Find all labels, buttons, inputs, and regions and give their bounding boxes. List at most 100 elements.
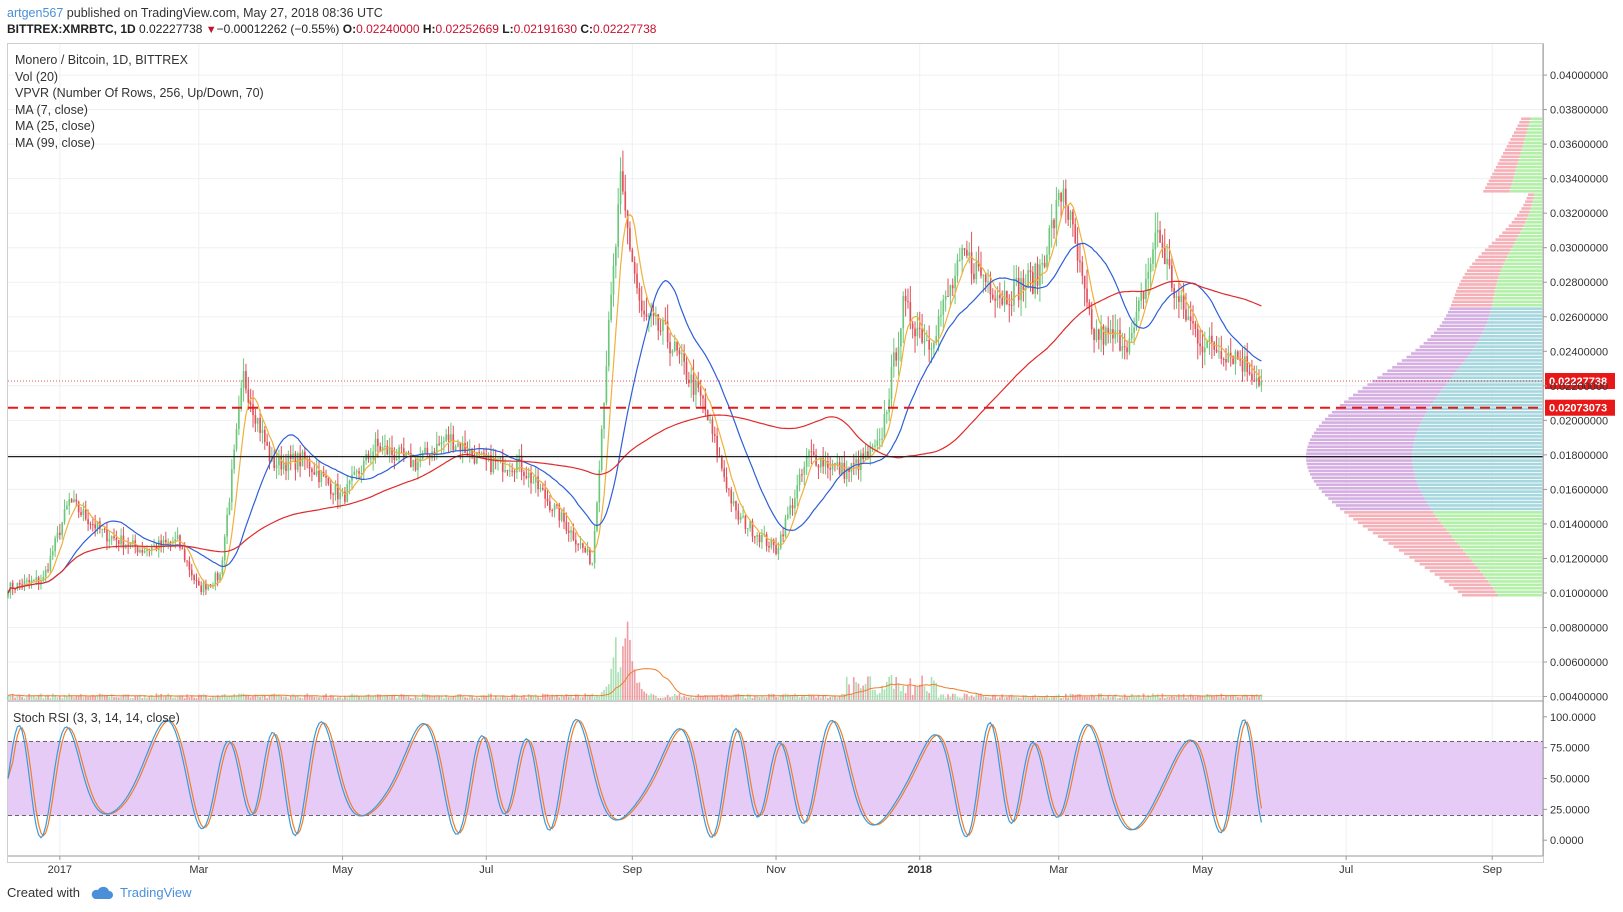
candle-body [141, 550, 144, 553]
candle-body [541, 488, 544, 490]
author-link[interactable]: artgen567 [7, 6, 64, 20]
vpvr-up-bar [1480, 334, 1542, 338]
candle-body [1180, 295, 1183, 302]
volume-bar [452, 696, 455, 700]
volume-bar [504, 696, 506, 700]
legend-vpvr[interactable]: VPVR (Number Of Rows, 256, Up/Down, 70) [15, 86, 264, 101]
volume-bar [735, 694, 737, 700]
volume-bar [1152, 693, 1154, 700]
volume-bar [777, 697, 780, 700]
stoch-rsi-label[interactable]: Stoch RSI (3, 3, 14, 14, close) [13, 711, 180, 725]
vpvr-down-bar [1503, 151, 1521, 155]
volume-bar [1039, 697, 1041, 700]
volume-bar [1171, 695, 1173, 700]
volume-bar [110, 694, 113, 700]
vpvr-up-bar [1528, 124, 1542, 127]
volume-bar [42, 698, 45, 700]
high-value: 0.02252669 [435, 22, 499, 36]
legend-ma7[interactable]: MA (7, close) [15, 102, 88, 117]
vpvr-down-bar [1516, 214, 1529, 217]
volume-bar [1142, 693, 1145, 700]
candle-body [798, 474, 801, 486]
vpvr-down-bar [1501, 155, 1520, 159]
volume-bar [638, 682, 641, 700]
candle-body [883, 414, 886, 439]
volume-bar [438, 695, 440, 700]
vpvr-down-bar [1353, 517, 1439, 521]
candle-body [108, 539, 111, 542]
vpvr-up-bar [1503, 262, 1542, 266]
volume-bar [11, 694, 14, 700]
volume-bar [789, 695, 791, 700]
legend-ma99[interactable]: MA (99, close) [15, 135, 95, 150]
volume-bar [1140, 697, 1143, 700]
legend-vol[interactable]: Vol (20) [15, 69, 59, 84]
vpvr-up-bar [1438, 517, 1542, 521]
candle-body [221, 560, 224, 575]
candle-body [426, 447, 429, 455]
candle-body [970, 252, 973, 274]
vpvr-up-bar [1467, 355, 1542, 359]
candle-body [23, 581, 26, 587]
volume-bar [810, 694, 813, 700]
volume-bar [626, 621, 629, 700]
candle-body [103, 528, 106, 530]
vpvr-up-bar [1448, 531, 1542, 535]
volume-bar [836, 697, 839, 700]
candle-body [263, 429, 266, 443]
vpvr-down-bar [1466, 269, 1501, 272]
vpvr-down-bar [1318, 424, 1420, 428]
candle-body [18, 583, 21, 585]
vpvr-up-bar [1454, 372, 1542, 376]
vpvr-up-bar [1527, 127, 1542, 131]
volume-bar [263, 695, 266, 700]
candle-body [881, 438, 883, 440]
open-value: 0.02240000 [356, 22, 420, 36]
candle-body [66, 505, 68, 510]
candle-body [304, 451, 306, 459]
candle-body [619, 171, 622, 205]
candle-body [54, 538, 56, 552]
candle-body [751, 521, 754, 537]
vpvr-down-bar [1506, 145, 1523, 148]
candle-body [725, 477, 728, 489]
candle-body [671, 350, 674, 354]
tradingview-brand-link[interactable]: TradingView [119, 885, 192, 900]
volume-bar [1236, 697, 1239, 700]
volume-bar [18, 695, 21, 700]
price-tick-label: 0.03000000 [1550, 243, 1608, 255]
volume-bar [1168, 696, 1171, 700]
vpvr-down-bar [1406, 355, 1468, 359]
volume-bar [485, 695, 488, 700]
candle-body [607, 320, 610, 367]
volume-bar [492, 697, 495, 700]
candle-body [1156, 229, 1159, 233]
volume-bar [431, 696, 433, 700]
volume-bar [600, 692, 603, 700]
volume-bar [33, 695, 35, 700]
candle-body [984, 274, 987, 282]
vpvr-down-bar [1397, 362, 1463, 366]
candle-body [1225, 359, 1227, 363]
candle-body [94, 524, 96, 529]
candle-body [966, 249, 968, 256]
volume-bar [1133, 696, 1135, 700]
vpvr-down-bar [1508, 141, 1524, 145]
vpvr-down-bar [1439, 576, 1486, 580]
candle-body [1142, 292, 1145, 300]
volume-bar [273, 693, 276, 700]
volume-bar [16, 694, 19, 700]
volume-bar [235, 696, 238, 700]
candle-body [615, 246, 617, 266]
volume-bar [680, 697, 683, 700]
candle-body [520, 455, 523, 473]
candle-body [1251, 373, 1253, 381]
vpvr-up-bar [1530, 117, 1542, 121]
candle-body [982, 274, 985, 276]
volume-bar [1187, 695, 1190, 700]
volume-bar [1032, 695, 1034, 700]
vpvr-up-bar [1446, 528, 1542, 531]
vpvr-down-bar [1464, 272, 1500, 276]
legend-ma25[interactable]: MA (25, close) [15, 119, 95, 134]
